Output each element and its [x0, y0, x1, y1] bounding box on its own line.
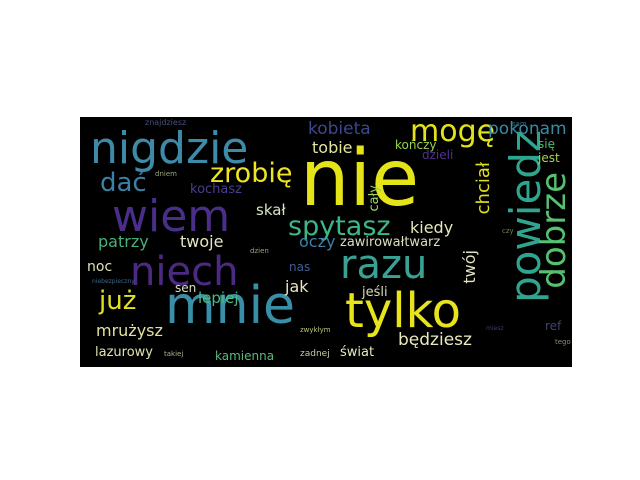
cloud-word: skał	[256, 201, 286, 219]
cloud-word: pokonam	[488, 119, 567, 139]
cloud-word: nigdzie	[90, 123, 249, 174]
cloud-word: dobrze	[534, 172, 572, 289]
cloud-word: tobie	[312, 138, 353, 157]
cloud-word: lazurowy	[95, 345, 153, 360]
cloud-word: oczy	[299, 232, 336, 251]
cloud-word: dzieli	[422, 148, 454, 162]
cloud-word: niebezpieczny	[92, 278, 135, 285]
cloud-word: ref	[545, 319, 562, 333]
cloud-word: tylko	[345, 283, 462, 339]
cloud-word: nas	[289, 260, 311, 274]
cloud-word: kamienna	[215, 349, 275, 363]
cloud-word: nie	[300, 134, 420, 224]
cloud-word: znajdziesz	[145, 118, 187, 127]
cloud-word: chciał	[473, 162, 494, 215]
cloud-word: zwykłym	[300, 326, 331, 334]
cloud-word: zadnej	[300, 349, 330, 359]
cloud-word: cały	[367, 185, 382, 212]
cloud-word: takiej	[164, 350, 184, 358]
cloud-word: twoje	[180, 232, 224, 251]
cloud-word: tego	[555, 338, 571, 346]
cloud-word: kończy	[395, 138, 437, 152]
cloud-word: niech	[130, 249, 239, 295]
cloud-word: kochasz	[190, 182, 242, 197]
cloud-word: jeśli	[362, 285, 388, 300]
cloud-word: jest	[538, 151, 560, 165]
cloud-word: jak	[285, 277, 309, 296]
cloud-word: patrzy	[98, 232, 149, 251]
cloud-word: spytasz	[288, 211, 391, 242]
cloud-word: lepiej	[198, 289, 239, 307]
cloud-word: będziesz	[398, 330, 472, 350]
cloud-word: mrużysz	[96, 321, 163, 340]
cloud-word: mogę	[410, 117, 496, 149]
cloud-word: kobieta	[308, 119, 371, 139]
cloud-word: dzien	[250, 247, 269, 255]
cloud-word: wiem	[112, 191, 231, 242]
cloud-word: razu	[340, 242, 428, 288]
cloud-word: noc	[87, 259, 113, 275]
cloud-word: zawirowałtwarz	[340, 235, 441, 250]
cloud-word: już	[99, 286, 137, 316]
cloud-word: twój	[460, 250, 479, 284]
cloud-word: czy	[502, 227, 514, 235]
cloud-word: kiedy	[410, 218, 454, 237]
cloud-word: dniem	[155, 170, 177, 178]
cloud-word: dać	[100, 168, 147, 198]
cloud-word: sam	[512, 120, 527, 128]
cloud-word: miesz	[486, 325, 504, 332]
cloud-word: świat	[340, 345, 375, 360]
word-cloud: nie mnie tylko nigdzie wiem niech razu powiedz d…	[80, 117, 572, 367]
cloud-word: mnie	[165, 276, 296, 336]
cloud-word: się	[538, 137, 555, 151]
cloud-word: zrobię	[210, 158, 293, 189]
cloud-word: sen	[175, 281, 197, 295]
